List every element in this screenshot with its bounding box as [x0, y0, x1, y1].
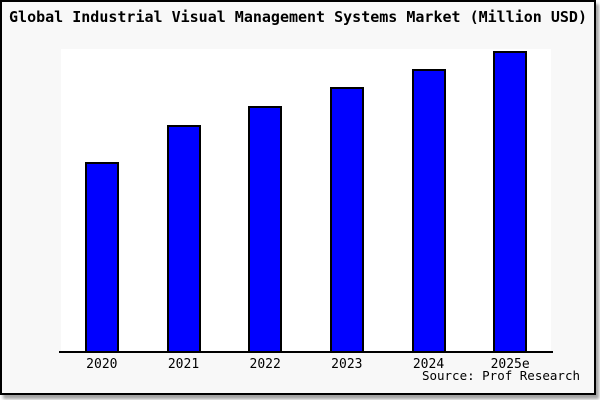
bar-2020 [84, 162, 119, 353]
x-tick-labels: 2020 2021 2022 2023 2024 2025e [61, 357, 551, 373]
x-axis-line [59, 351, 553, 353]
bar-2024 [411, 69, 446, 353]
chart-title: Global Industrial Visual Management Syst… [9, 8, 587, 26]
x-tick-label-2025e: 2025e [490, 357, 530, 372]
source-credit: Source: Prof Research [421, 368, 580, 383]
bar-2025e [493, 51, 528, 353]
x-tick-label-2020: 2020 [86, 357, 118, 372]
plot-area [61, 49, 551, 353]
x-tick-label-2021: 2021 [167, 357, 200, 372]
bar-2022 [248, 106, 283, 353]
x-tick-label-2024: 2024 [412, 357, 445, 372]
x-tick-label-2023: 2023 [331, 357, 363, 372]
x-tick-label-2022: 2022 [249, 357, 281, 372]
bar-2021 [166, 125, 201, 353]
bar-2023 [329, 87, 364, 353]
